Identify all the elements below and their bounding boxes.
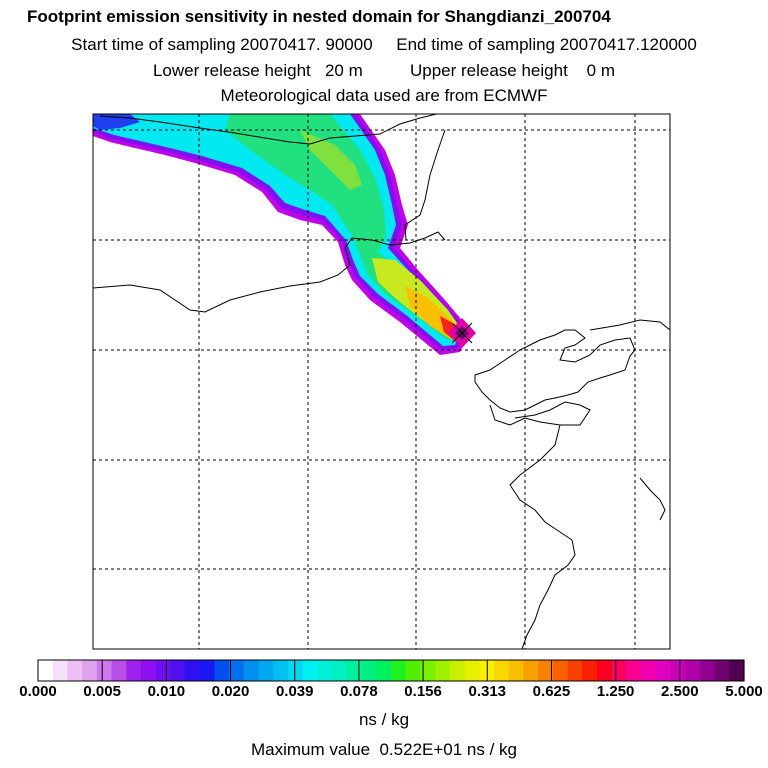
colorbar-cell [185, 660, 201, 681]
colorbar-cell [582, 660, 598, 681]
colorbar-cell [126, 660, 142, 681]
coast-shandong [489, 401, 591, 426]
colorbar-cell [258, 660, 274, 681]
colorbar-cell [523, 660, 539, 681]
release-height-line: Lower release height 20 m Upper release … [152, 61, 616, 80]
colorbar-tick-label: 0.020 [211, 683, 250, 700]
colorbar-cell [346, 660, 363, 681]
plume-layer-lightgreen [300, 130, 362, 190]
island-detail [639, 477, 666, 521]
colorbar-tick-label: 0.039 [275, 683, 314, 700]
colorbar-cell [67, 660, 83, 681]
maximum-value-label: Maximum value 0.522E+01 ns / kg [251, 740, 517, 759]
colorbar-cell [685, 660, 701, 681]
map-frame [92, 113, 671, 650]
colorbar-cell [155, 660, 171, 681]
colorbar-cell [229, 660, 245, 681]
colorbar-tick-label: 5.000 [725, 683, 763, 700]
meteorological-data-line: Meteorological data used are from ECMWF [220, 86, 548, 105]
colorbar-cell [361, 660, 377, 681]
colorbar-cell [699, 660, 716, 681]
colorbar-tick-label: 1.250 [596, 683, 635, 700]
colorbar-cell [655, 660, 672, 681]
colorbar-cell [288, 660, 304, 681]
colorbar-cell [611, 660, 627, 681]
coast-south [509, 424, 576, 649]
colorbar-cell [111, 660, 127, 681]
receptor-marker-icon [451, 322, 473, 344]
sampling-time-line: Start time of sampling 20070417. 90000 E… [71, 35, 697, 54]
colorbar-cell [435, 660, 451, 681]
colorbar-cell [302, 660, 319, 681]
colorbar-tick-label: 0.000 [19, 683, 57, 700]
coastlines [93, 114, 670, 649]
colorbar-cell [332, 660, 348, 681]
colorbar-frame [37, 659, 745, 682]
colorbar-cell [626, 660, 642, 681]
coast-east [589, 319, 670, 331]
colorbar-tick-label: 0.625 [532, 683, 571, 700]
colorbar-cell [273, 660, 289, 681]
colorbar-cell [376, 660, 392, 681]
colorbar-cell [449, 660, 466, 681]
province-border [93, 231, 446, 313]
colorbar-cell [508, 660, 524, 681]
colorbar-cell [729, 660, 745, 681]
colorbar-cell [199, 660, 216, 681]
colorbar-cell [317, 660, 333, 681]
colorbar-cell [641, 660, 657, 681]
colorbar-cells [38, 660, 745, 681]
colorbar-cell [243, 660, 260, 681]
colorbar-cell [405, 660, 422, 681]
map-title: Footprint emission sensitivity in nested… [27, 7, 611, 26]
colorbar-tick-label: 0.078 [340, 683, 378, 700]
colorbar-cell [214, 660, 230, 681]
colorbar-separators [101, 660, 681, 681]
colorbar-cell [493, 660, 510, 681]
colorbar-tick-label: 0.156 [404, 683, 442, 700]
colorbar-cell [538, 660, 554, 681]
colorbar-tick-label: 0.313 [468, 683, 507, 700]
colorbar-cell [596, 660, 613, 681]
colorbar-cell [420, 660, 436, 681]
colorbar-tick-label: 2.500 [661, 683, 699, 700]
colorbar-cell [52, 660, 69, 681]
colorbar-units: ns / kg [358, 710, 410, 729]
colorbar-cell [670, 660, 686, 681]
colorbar-cell [96, 660, 113, 681]
colorbar-tick-label: 0.005 [83, 683, 121, 700]
colorbar-cell [391, 660, 407, 681]
border-segment-east [404, 129, 446, 241]
colorbar-cell [170, 660, 186, 681]
colorbar-cell [140, 660, 157, 681]
colorbar-cell [552, 660, 569, 681]
coast-bohai [474, 329, 636, 413]
colorbar-cell [38, 660, 54, 681]
colorbar-cell [714, 660, 730, 681]
colorbar-cell [567, 660, 583, 681]
colorbar-tick-label: 0.010 [147, 683, 186, 700]
northern-border [99, 114, 439, 145]
colorbar-cell [464, 660, 480, 681]
colorbar-cell [82, 660, 98, 681]
lat-lon-grid [93, 114, 670, 649]
